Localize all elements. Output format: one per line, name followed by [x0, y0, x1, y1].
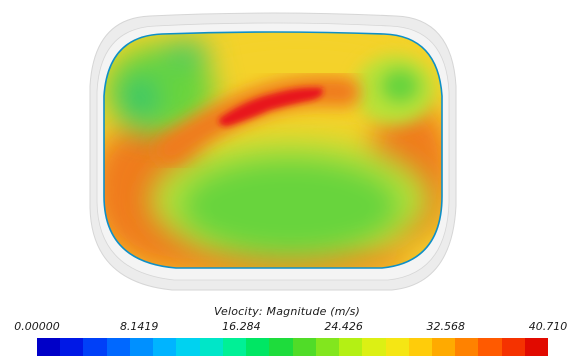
legend-title: Velocity: Magnitude (m/s): [213, 305, 361, 318]
legend-tick-label: 8.1419: [119, 320, 159, 333]
colorbar-segment: [222, 338, 247, 356]
colorbar-segment: [37, 338, 61, 356]
legend-tick-label: 32.568: [426, 320, 466, 333]
legend-tick-label: 16.284: [222, 320, 261, 333]
colorbar-segment: [60, 338, 84, 356]
colorbar-segment: [455, 338, 479, 356]
colorbar-segment: [83, 338, 107, 356]
colorbar-segment: [408, 338, 432, 356]
legend-tick-label: 40.710: [528, 320, 568, 333]
colorbar-segment: [269, 338, 293, 356]
colorbar-segment: [524, 338, 549, 356]
velocity-field: [104, 32, 442, 268]
colorbar-segment: [153, 338, 177, 356]
colorbar-segment: [199, 338, 223, 356]
colorbar-segment: [176, 338, 200, 356]
legend-tick-label: 24.426: [324, 320, 363, 333]
colorbar-segment: [362, 338, 386, 356]
legend-tick-row: 0.00000 8.1419 16.284 24.426 32.568 40.710: [0, 320, 574, 334]
colorbar-segment: [339, 338, 363, 356]
colorbar-segment: [106, 338, 130, 356]
domain-boundary: [103, 31, 443, 269]
legend-tick-label: 0.00000: [14, 320, 60, 333]
colorbar: [37, 338, 549, 356]
colorbar-segment: [315, 338, 340, 356]
velocity-contour-plot: [89, 12, 457, 291]
colorbar-segment: [478, 338, 502, 356]
colorbar-segment: [385, 338, 409, 356]
colorbar-segment: [246, 338, 270, 356]
colorbar-segment: [292, 338, 316, 356]
colorbar-segment: [431, 338, 456, 356]
colorbar-segment: [501, 338, 525, 356]
colorbar-segment: [129, 338, 154, 356]
